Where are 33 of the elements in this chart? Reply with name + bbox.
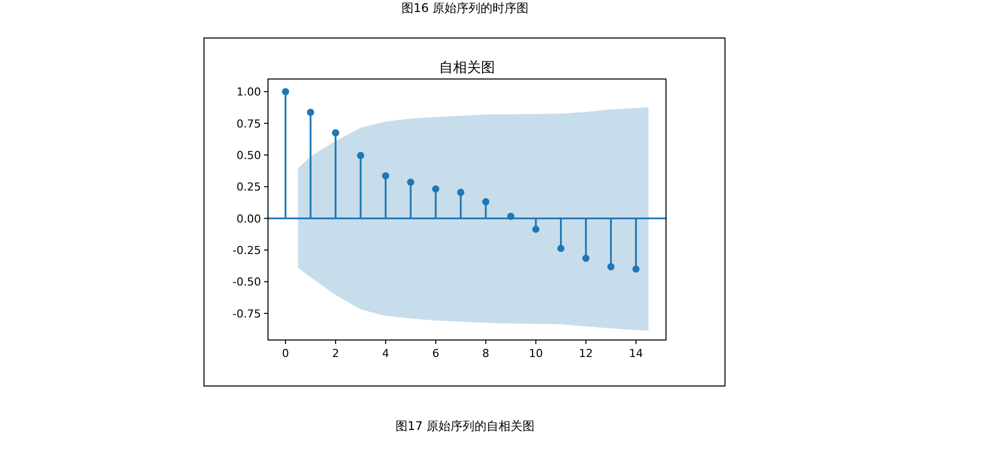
- point: [607, 263, 615, 270]
- point: [582, 254, 590, 262]
- y-tick-label: 0.50: [236, 149, 261, 162]
- y-tick-label: -0.75: [232, 307, 261, 320]
- x-tick-label: 4: [382, 347, 390, 360]
- point: [332, 129, 340, 136]
- caption: 图17 原始序列的自相关图: [395, 419, 535, 433]
- caption: 图16 原始序列的时序图: [401, 1, 529, 15]
- point: [382, 172, 390, 180]
- point: [632, 265, 640, 273]
- point: [457, 188, 464, 196]
- point: [482, 198, 490, 206]
- y-tick-label: 0.75: [236, 117, 261, 130]
- point: [306, 108, 314, 116]
- x-tick-label: 10: [528, 347, 543, 360]
- point: [357, 152, 364, 160]
- y-tick-label: -0.25: [232, 244, 261, 258]
- x-tick-label: 8: [482, 347, 490, 360]
- point: [532, 226, 540, 233]
- x-tick-label: 0: [282, 347, 290, 360]
- point: [432, 185, 440, 193]
- y-tick-label: 0.00: [236, 212, 261, 226]
- chart-title: 自相关图: [439, 60, 495, 76]
- point: [407, 178, 414, 186]
- x-tick-label: 2: [332, 347, 340, 360]
- point: [282, 88, 290, 96]
- y-tick-label: 1.00: [236, 86, 261, 99]
- point: [557, 244, 564, 252]
- x-tick-label: 12: [578, 347, 593, 360]
- x-tick-label: 6: [432, 347, 440, 360]
- x-tick-label: 14: [628, 347, 643, 360]
- y-tick-label: 0.25: [236, 180, 261, 194]
- y-tick-label: -0.50: [232, 276, 261, 289]
